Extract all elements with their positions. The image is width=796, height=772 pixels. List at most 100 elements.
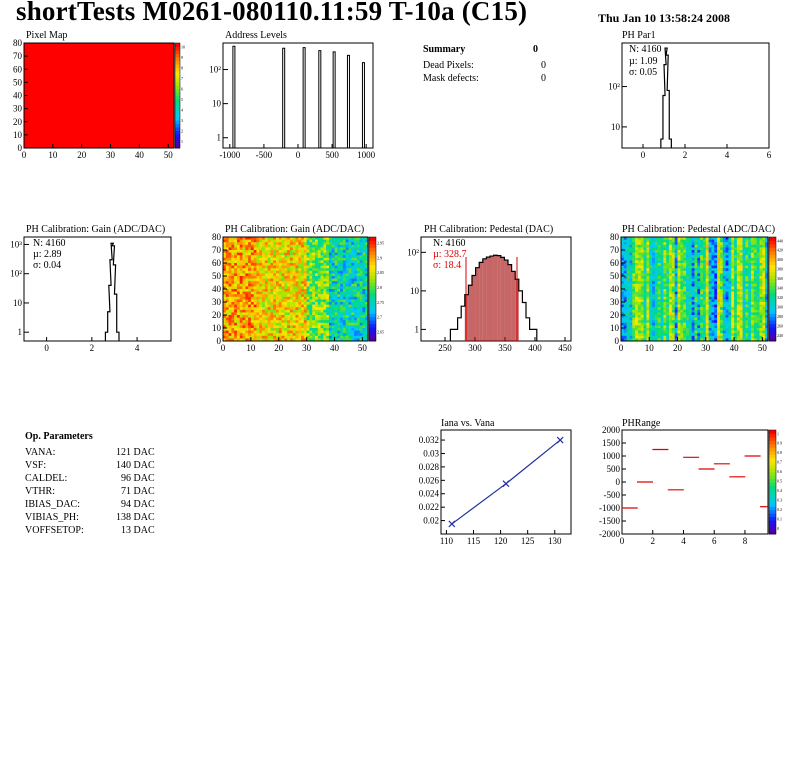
gain-map-cell [292, 317, 296, 321]
gain-map-cell [340, 260, 344, 264]
pedestal-map-cell [751, 294, 755, 298]
gain-map-cell [351, 335, 355, 339]
gain-map-cell [309, 276, 313, 279]
pedestal-map-cell [686, 304, 690, 308]
gain-map-cell [306, 299, 310, 303]
pedestal-map-cell [657, 322, 661, 326]
gain-map-cell [345, 239, 349, 243]
gain-map-cell [278, 250, 282, 253]
pedestal-map-cell [717, 299, 721, 303]
gain-map-cell [273, 296, 277, 300]
gain-map-cell [362, 307, 366, 311]
gain-map-cell [239, 265, 243, 269]
pedestal-map-cell [722, 270, 726, 274]
pedestal-map-cell [654, 247, 659, 251]
gain-map-cell [362, 247, 366, 251]
gain-map-cell [234, 328, 238, 331]
gain-map-cell [298, 299, 302, 303]
gain-map-cell [365, 281, 369, 285]
gain-map-cell [287, 302, 291, 305]
gain-map-cell [267, 335, 271, 339]
pedestal-map-cell [688, 263, 693, 266]
gain-map-cell [248, 320, 252, 324]
gain-map-cell [326, 270, 330, 274]
pedestal-map-cell [657, 257, 661, 261]
gain-map-cell [334, 247, 338, 251]
pedestal-map-cell [654, 302, 659, 305]
pedestal-map-cell [671, 304, 676, 308]
gain-map-cell [295, 283, 299, 287]
pedestal-map-cell [640, 338, 645, 342]
pedestal-map-cell [635, 268, 639, 272]
pedestal-map-cell [756, 294, 760, 298]
gain-map-cell [320, 244, 324, 248]
pedestal-map-cell [702, 260, 707, 264]
gain-map-cell [228, 309, 232, 313]
pedestal-map-cell [734, 276, 738, 279]
pedestal-map-cell [753, 257, 758, 261]
pedestal-map-cell [649, 281, 653, 285]
pedestal-map-cell [652, 244, 656, 248]
gain-map-cell [312, 265, 316, 269]
pedestal-map-cell [751, 273, 755, 277]
gain-map-cell [273, 244, 277, 248]
gain-map-cell [337, 237, 341, 240]
pedestal-map-cell [635, 325, 639, 329]
gain-map-cell [306, 309, 310, 313]
gain-map-cell [267, 250, 271, 253]
pedestal-map-cell [643, 330, 647, 334]
pedestal-map-cell [680, 294, 684, 298]
op-param-name: VTHR: [25, 486, 55, 497]
pedestal-map-cell [711, 335, 715, 339]
gain-map-cell [323, 268, 327, 272]
pedestal-map-cell [719, 244, 724, 248]
gain-map-cell [303, 268, 308, 272]
pedestal-map-cell [632, 299, 636, 303]
gain-map-colorbar-cell [369, 334, 376, 339]
phrange-colorbar-cell [769, 513, 776, 518]
pedestal-map-cell [745, 268, 749, 272]
gain-map-cell [356, 299, 361, 303]
gain-map-cell [278, 281, 282, 285]
gain-map-cell [231, 325, 235, 329]
gain-map-cell [334, 268, 338, 272]
gain-map-cell [303, 273, 308, 277]
gain-map-cell [270, 302, 274, 305]
gain-map-cell [292, 247, 296, 251]
gain-map-cell [273, 239, 277, 243]
gain-map-cell [356, 247, 361, 251]
gain-map-cell [256, 315, 260, 318]
pedestal-map-cell [753, 281, 758, 285]
pedestal-map-cell [765, 237, 769, 240]
gain-map-cell [331, 315, 335, 318]
ph-par1-sigma: σ: 0.05 [629, 67, 658, 78]
gain-map-cell [253, 270, 257, 274]
pedestal-map-cell [739, 276, 743, 279]
pedestal-map-cell [657, 252, 661, 256]
gain-map-cell [303, 335, 308, 339]
pedestal-map-cell [762, 330, 766, 334]
pedestal-map-cell [739, 333, 743, 337]
pixel-map-colorbar-cell [175, 106, 180, 110]
pedestal-map-cell [683, 252, 687, 256]
gain-map-colorbar-cell [369, 292, 376, 297]
gain-map-cell [275, 335, 280, 339]
gain-map-cell [259, 270, 263, 274]
gain-map-cell [348, 265, 352, 269]
gain-map-cell [354, 276, 358, 279]
gain-map-cell [245, 283, 249, 287]
pedestal-map-cell [621, 302, 625, 305]
pedestal-map-cell [700, 276, 704, 279]
pedestal-map-cell [663, 242, 667, 246]
gain-map-cell [253, 244, 257, 248]
pedestal-map-cell [731, 257, 735, 261]
pedestal-map-cell [711, 250, 715, 253]
gain-map-cell [351, 333, 355, 337]
gain-map-cell [337, 330, 341, 334]
pedestal-map-cell [700, 328, 704, 331]
pedestal-map-cell [646, 286, 650, 290]
gain-map-cell [284, 333, 288, 337]
pedestal-map-cell [756, 286, 760, 290]
op-param-value: 13 DAC [121, 525, 155, 536]
pedestal-map-cell [646, 278, 650, 282]
